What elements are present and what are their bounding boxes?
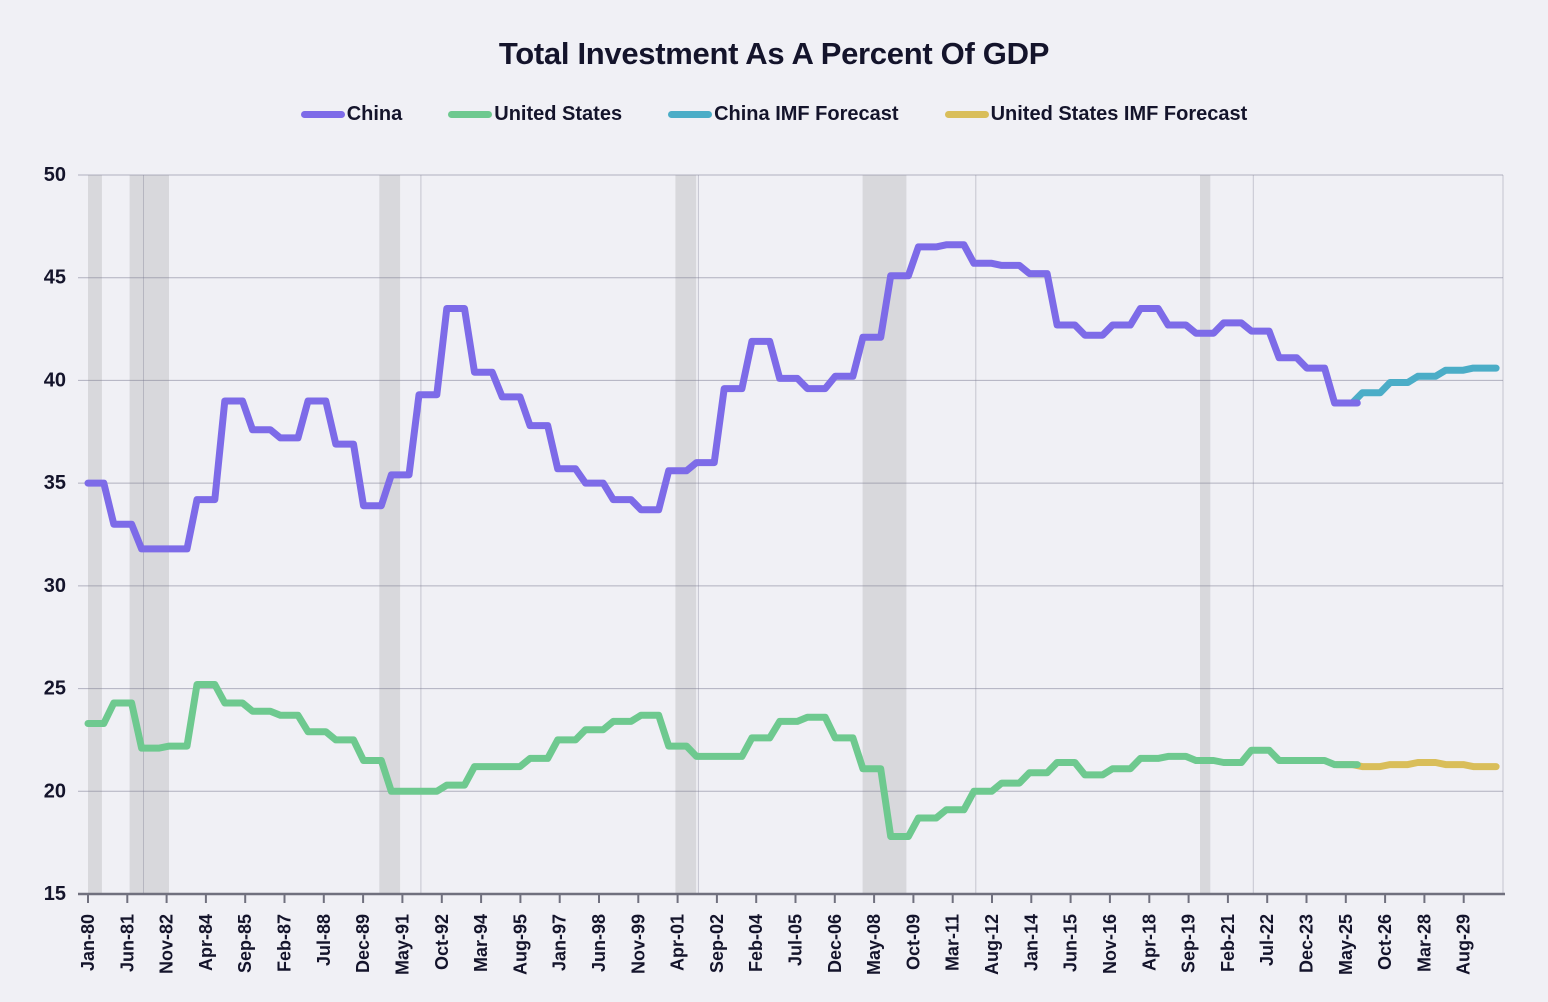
x-axis-label: Aug-29 [1454, 914, 1474, 975]
legend-swatch-united-states-imf-forecast [944, 111, 989, 118]
y-axis-label: 35 [44, 472, 66, 494]
x-axis-label: Dec-89 [353, 914, 373, 973]
y-axis-label: 15 [44, 883, 66, 905]
x-axis-label: Aug-12 [982, 914, 1002, 975]
x-axis-label: Jul-05 [786, 914, 806, 966]
x-axis-label: Jun-98 [589, 914, 609, 972]
x-axis-label: May-08 [864, 914, 884, 975]
x-axis-label: Sep-02 [707, 914, 727, 973]
x-axis-label: Mar-94 [471, 914, 491, 972]
legend-swatch-united-states [448, 111, 493, 118]
legend-label: United States [494, 103, 623, 125]
y-axis-label: 20 [44, 780, 66, 802]
x-axis-label: Jan-80 [78, 914, 98, 971]
legend-label: United States IMF Forecast [990, 103, 1248, 125]
legend-swatch-china-imf-forecast [668, 111, 713, 118]
x-axis-label: Jan-14 [1021, 914, 1041, 971]
legend-label: China IMF Forecast [714, 103, 899, 125]
x-axis-label: Jun-15 [1061, 914, 1081, 972]
legend: China United States China IMF Forecast Unit… [0, 103, 1548, 126]
legend-swatch-china [300, 111, 345, 118]
legend-item-united-states[interactable]: United States [448, 103, 622, 126]
legend-item-united-states-imf-forecast[interactable]: United States IMF Forecast [944, 103, 1248, 126]
x-axis-label: Apr-84 [196, 914, 216, 971]
legend-item-china-imf-forecast[interactable]: China IMF Forecast [668, 103, 899, 126]
x-axis-label: Dec-23 [1297, 914, 1317, 973]
series-line-united-states-imf-forecast [1333, 759, 1500, 771]
x-axis-label: Feb-21 [1218, 914, 1238, 972]
legend-item-china[interactable]: China [300, 103, 403, 126]
series-line-china [84, 241, 1361, 553]
y-axis-label: 40 [44, 369, 66, 391]
series-line-china-imf-forecast [1333, 364, 1500, 407]
x-axis-label: Jul-88 [314, 914, 334, 966]
x-axis-label: Aug-95 [510, 914, 530, 975]
x-axis-label: Mar-28 [1414, 914, 1434, 972]
x-axis-label: Jul-22 [1257, 914, 1277, 966]
x-axis-label: Sep-85 [235, 914, 255, 973]
x-axis-label: Oct-09 [903, 914, 923, 970]
x-axis-label: Sep-19 [1179, 914, 1199, 973]
recession-band [88, 175, 102, 894]
x-axis-label: Nov-82 [157, 914, 177, 974]
x-axis-label: Nov-16 [1100, 914, 1120, 974]
legend-label: China [346, 103, 403, 125]
recession-band [1200, 175, 1211, 894]
x-axis-label: Oct-26 [1375, 914, 1395, 970]
y-axis-label: 25 [44, 678, 66, 700]
x-axis-label: Feb-04 [746, 914, 766, 972]
x-axis-label: May-91 [392, 914, 412, 975]
y-axis-label: 45 [44, 267, 66, 289]
y-axis-label: 50 [44, 164, 66, 186]
series-line-united-states [84, 681, 1361, 840]
x-axis-label: Oct-92 [432, 914, 452, 970]
x-axis-label: Apr-18 [1139, 914, 1159, 971]
recession-band [675, 175, 697, 894]
x-axis-label: Nov-99 [628, 914, 648, 974]
x-axis-label: Feb-87 [275, 914, 295, 972]
y-axis-label: 30 [44, 575, 66, 597]
x-axis-label: Apr-01 [668, 914, 688, 971]
chart-title: Total Investment As A Percent Of GDP [498, 36, 1050, 71]
x-axis-label: Mar-11 [943, 914, 963, 971]
x-axis-label: Jun-81 [117, 914, 137, 972]
x-axis-label: May-25 [1336, 914, 1356, 975]
x-axis-label: Dec-06 [825, 914, 845, 973]
x-axis-label: Jan-97 [550, 914, 570, 971]
recession-band [379, 175, 401, 894]
